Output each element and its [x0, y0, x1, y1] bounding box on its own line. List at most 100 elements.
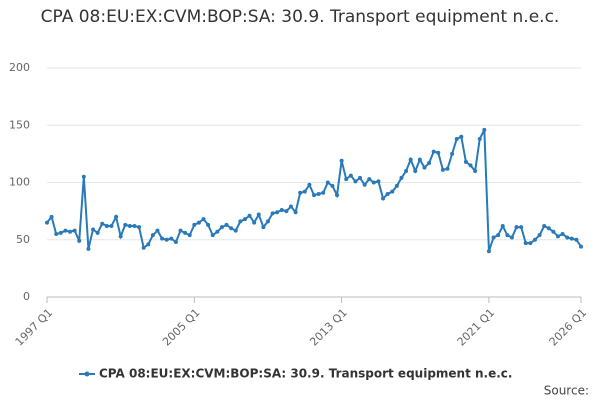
data-point: [565, 235, 570, 240]
data-point: [385, 191, 390, 196]
data-point: [187, 233, 192, 238]
data-point: [532, 237, 537, 242]
data-point: [247, 213, 252, 218]
data-point: [486, 249, 491, 254]
x-tick-label: 2021 Q1: [455, 306, 498, 349]
y-tick-label: 50: [16, 233, 30, 246]
data-point: [54, 232, 59, 237]
data-point: [288, 204, 293, 209]
data-point: [473, 169, 478, 174]
data-point: [560, 232, 565, 237]
data-point: [206, 222, 211, 227]
y-tick-label: 200: [9, 61, 30, 74]
data-point: [454, 136, 459, 141]
legend-label: CPA 08:EU:EX:CVM:BOP:SA: 30.9. Transport…: [99, 367, 512, 381]
data-point: [173, 240, 178, 245]
data-point: [141, 245, 146, 250]
data-point: [399, 175, 404, 180]
data-point: [58, 230, 63, 235]
x-tick-label: 2005 Q1: [160, 306, 203, 349]
data-point: [224, 222, 229, 227]
data-point: [229, 226, 234, 231]
data-point: [123, 222, 128, 227]
data-point: [555, 234, 560, 239]
data-point: [155, 228, 160, 233]
data-point: [514, 225, 519, 230]
data-point: [376, 179, 381, 184]
data-point: [344, 177, 349, 182]
series-line: [46, 129, 582, 252]
data-point: [196, 220, 201, 225]
data-point: [523, 241, 528, 246]
source: Source:: [544, 384, 589, 398]
data-point: [427, 161, 432, 166]
data-point: [284, 209, 289, 214]
data-point: [132, 224, 137, 229]
data-point: [569, 236, 574, 241]
data-point: [298, 190, 303, 195]
data-point: [183, 230, 188, 235]
data-point: [219, 225, 224, 230]
x-tick-label: 2026 Q1: [547, 306, 590, 349]
data-point: [91, 227, 96, 232]
data-point: [169, 236, 174, 241]
data-point: [450, 151, 455, 156]
data-point: [348, 173, 353, 178]
data-point: [321, 190, 326, 195]
data-point: [68, 229, 73, 234]
data-point: [45, 220, 49, 225]
data-point: [404, 169, 409, 174]
data-point: [500, 224, 505, 229]
data-point: [160, 236, 165, 241]
data-point: [339, 158, 344, 163]
data-point: [270, 211, 275, 216]
data-point: [72, 228, 77, 233]
data-point: [316, 191, 321, 196]
data-point: [330, 183, 335, 188]
data-point: [422, 165, 427, 170]
data-point: [137, 225, 142, 230]
y-tick-label: 0: [23, 290, 30, 303]
data-point: [528, 241, 533, 246]
data-point: [477, 136, 482, 141]
data-point: [431, 149, 436, 154]
legend-marker: [84, 371, 90, 377]
data-point: [468, 163, 473, 168]
data-point: [100, 221, 105, 226]
x-tick-label: 1997 Q1: [13, 306, 56, 349]
data-point: [49, 214, 54, 219]
data-point: [509, 235, 514, 240]
data-point: [358, 175, 363, 180]
data-point: [233, 228, 238, 233]
data-point: [242, 217, 247, 222]
data-point: [367, 177, 372, 182]
data-point: [371, 180, 376, 185]
data-point: [537, 233, 542, 238]
data-point: [307, 182, 312, 187]
data-point: [546, 226, 551, 231]
chart-title: CPA 08:EU:EX:CVM:BOP:SA: 30.9. Transport…: [40, 7, 560, 27]
data-point: [275, 210, 280, 215]
data-point: [164, 237, 169, 242]
data-point: [353, 179, 358, 184]
data-point: [574, 237, 579, 242]
x-tick-label: 2013 Q1: [307, 306, 350, 349]
data-point: [413, 169, 418, 174]
data-point: [459, 134, 464, 139]
data-point: [440, 167, 445, 172]
data-point: [256, 212, 261, 217]
data-point: [445, 166, 450, 171]
data-point: [417, 157, 422, 162]
data-point: [210, 233, 215, 238]
data-point: [146, 242, 151, 247]
data-point: [95, 230, 100, 235]
data-point: [519, 225, 524, 230]
data-point: [312, 193, 316, 198]
data-point: [362, 182, 367, 187]
data-point: [325, 180, 330, 185]
data-point: [463, 159, 468, 164]
data-point: [279, 207, 284, 212]
data-point: [201, 217, 206, 222]
data-point: [63, 228, 68, 233]
